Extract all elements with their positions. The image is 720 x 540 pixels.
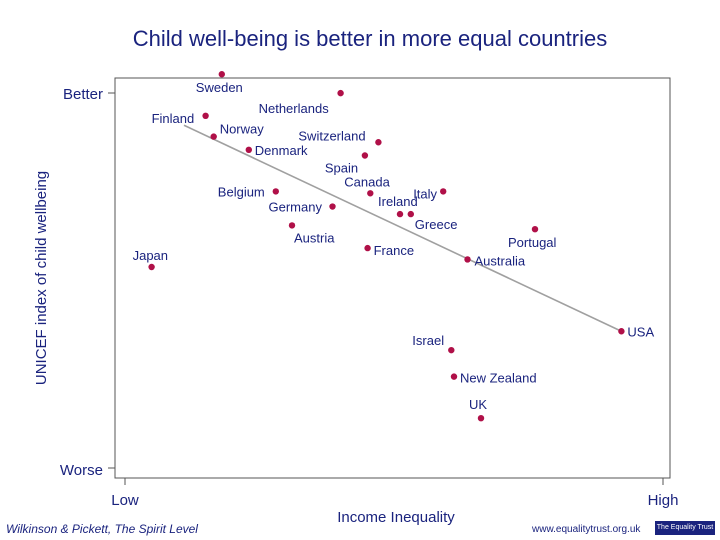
plot-frame: [114, 77, 671, 479]
point-label-uk: UK: [469, 397, 487, 412]
point-canada: [367, 190, 374, 197]
point-label-ireland: Ireland: [378, 194, 418, 209]
y-tick-label-worse: Worse: [60, 462, 103, 479]
x-tick-label-low: Low: [111, 492, 139, 509]
point-ireland: [396, 210, 404, 218]
y-tick-label-better: Better: [63, 86, 103, 103]
point-label-finland: Finland: [152, 111, 195, 126]
point-label-germany: Germany: [269, 200, 323, 215]
x-axis-label: Income Inequality: [337, 509, 455, 526]
point-greece: [407, 210, 414, 218]
website-link[interactable]: www.equalitytrust.org.uk: [532, 524, 641, 535]
point-label-greece: Greece: [415, 217, 458, 232]
point-germany: [329, 203, 336, 210]
point-norway: [210, 133, 217, 140]
trend-line: [183, 124, 622, 332]
point-australia: [464, 256, 471, 263]
point-label-netherlands: Netherlands: [259, 101, 330, 116]
point-label-switzerland: Switzerland: [298, 128, 365, 143]
point-label-australia: Australia: [475, 253, 526, 268]
point-label-italy: Italy: [413, 186, 437, 201]
point-label-belgium: Belgium: [218, 184, 265, 199]
point-label-portugal: Portugal: [508, 235, 557, 250]
point-france: [364, 244, 371, 252]
point-label-new-zealand: New Zealand: [460, 371, 537, 386]
point-new-zealand: [450, 373, 458, 380]
point-netherlands: [337, 89, 344, 97]
equality-trust-logo: The Equality Trust: [655, 521, 715, 535]
x-tick-label-high: High: [648, 492, 679, 509]
point-spain: [361, 152, 369, 159]
point-uk: [477, 415, 485, 422]
point-italy: [440, 188, 447, 195]
point-label-japan: Japan: [133, 248, 168, 263]
point-belgium: [272, 188, 279, 195]
point-label-sweden: Sweden: [196, 80, 243, 95]
point-usa: [618, 328, 625, 335]
point-sweden: [218, 71, 225, 78]
point-finland: [202, 112, 209, 120]
point-denmark: [245, 146, 252, 154]
point-label-norway: Norway: [220, 122, 265, 137]
point-switzerland: [375, 139, 382, 146]
point-label-israel: Israel: [412, 333, 444, 348]
point-label-spain: Spain: [325, 160, 358, 175]
point-label-canada: Canada: [344, 174, 390, 189]
point-label-france: France: [374, 243, 414, 258]
point-japan: [148, 263, 155, 271]
source-citation: Wilkinson & Pickett, The Spirit Level: [6, 522, 198, 536]
point-label-denmark: Denmark: [255, 143, 308, 158]
point-label-usa: USA: [627, 324, 654, 339]
point-label-austria: Austria: [294, 230, 335, 245]
point-israel: [448, 346, 455, 354]
y-axis-label: UNICEF index of child wellbeing: [33, 171, 50, 385]
point-portugal: [531, 226, 539, 233]
point-austria: [288, 222, 296, 229]
chart-title: Child well-being is better in more equal…: [132, 26, 608, 51]
